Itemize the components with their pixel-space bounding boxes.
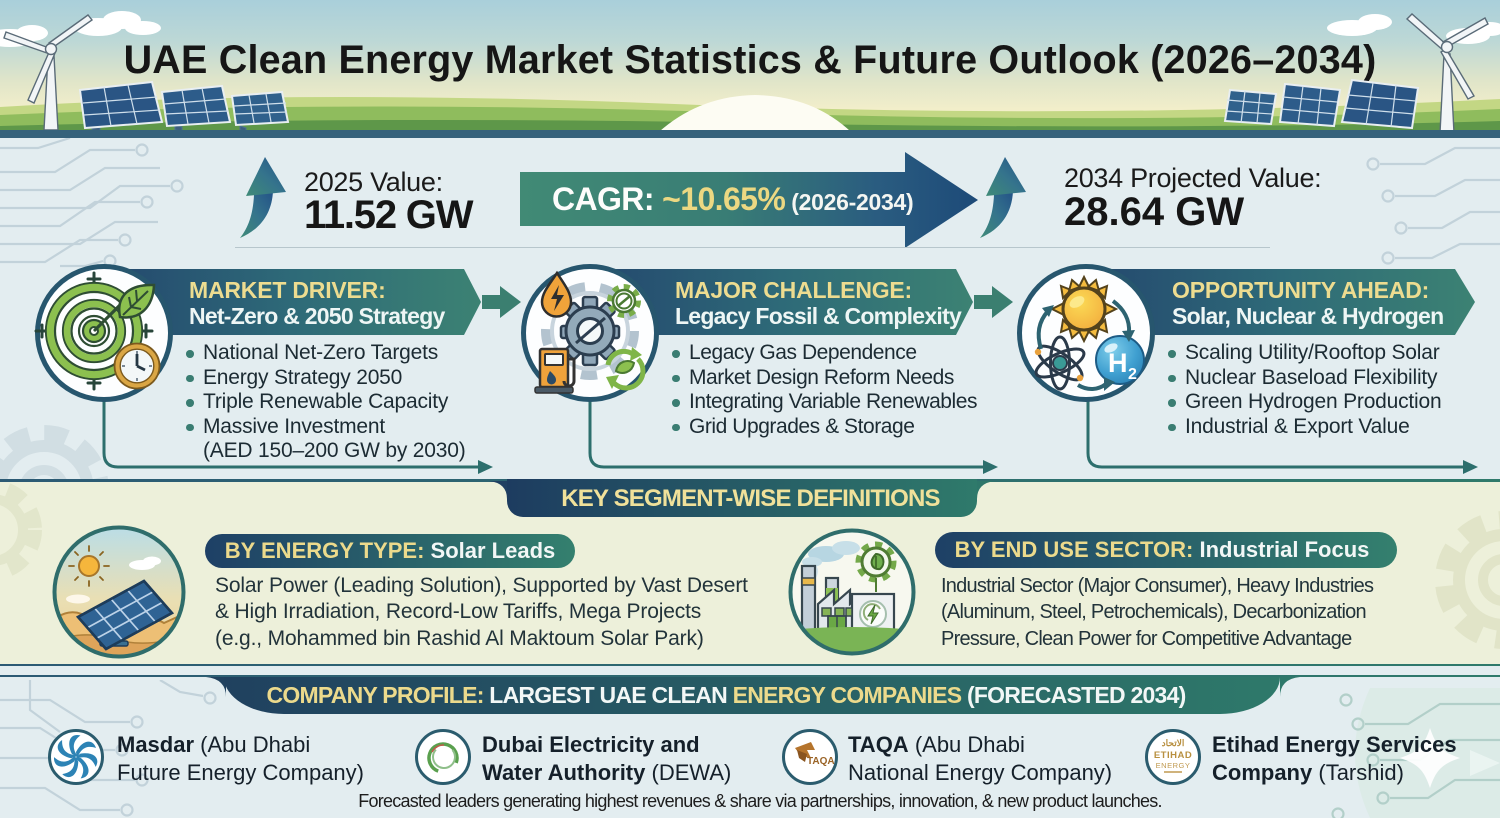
svg-text:H: H [1108, 348, 1128, 378]
svg-text:ETIHAD: ETIHAD [1154, 750, 1192, 761]
svg-text:الاتحاد: الاتحاد [1162, 738, 1185, 748]
svg-text:ENERGY: ENERGY [1156, 761, 1191, 770]
svg-text:TAQA: TAQA [807, 756, 835, 767]
svg-text:2: 2 [1128, 366, 1137, 383]
